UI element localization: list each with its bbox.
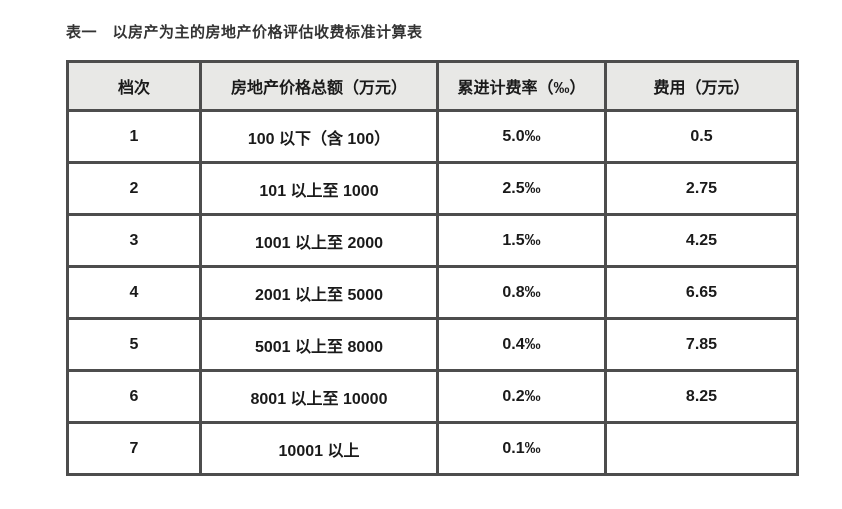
cell-price-range: 100 以下（含 100） [199, 109, 439, 164]
cell-price-range: 1001 以上至 2000 [199, 213, 439, 268]
table-row: 5 5001 以上至 8000 0.4‰ 7.85 [66, 317, 799, 372]
cell-grade: 2 [66, 161, 202, 216]
cell-price-range: 8001 以上至 10000 [199, 369, 439, 424]
column-header-price-range: 房地产价格总额（万元） [199, 60, 439, 112]
cell-fee: 8.25 [604, 369, 799, 424]
table-title: 表一 以房产为主的房地产价格评估收费标准计算表 [66, 24, 423, 41]
table-row: 2 101 以上至 1000 2.5‰ 2.75 [66, 161, 799, 216]
column-header-grade: 档次 [66, 60, 202, 112]
cell-fee: 0.5 [604, 109, 799, 164]
cell-price-range: 10001 以上 [199, 421, 439, 476]
table-row: 3 1001 以上至 2000 1.5‰ 4.25 [66, 213, 799, 268]
fee-standard-table: 档次 房地产价格总额（万元） 累进计费率（‰） 费用（万元） 1 100 以下（… [66, 60, 799, 476]
cell-price-range: 2001 以上至 5000 [199, 265, 439, 320]
cell-rate: 0.2‰ [436, 369, 607, 424]
column-header-rate: 累进计费率（‰） [436, 60, 607, 112]
cell-fee: 7.85 [604, 317, 799, 372]
cell-grade: 6 [66, 369, 202, 424]
page: 表一 以房产为主的房地产价格评估收费标准计算表 档次 房地产价格总额（万元） 累… [66, 24, 799, 476]
cell-grade: 3 [66, 213, 202, 268]
cell-rate: 2.5‰ [436, 161, 607, 216]
cell-rate: 0.8‰ [436, 265, 607, 320]
cell-rate: 0.1‰ [436, 421, 607, 476]
cell-fee: 4.25 [604, 213, 799, 268]
cell-price-range: 5001 以上至 8000 [199, 317, 439, 372]
cell-grade: 1 [66, 109, 202, 164]
cell-rate: 0.4‰ [436, 317, 607, 372]
table-row: 6 8001 以上至 10000 0.2‰ 8.25 [66, 369, 799, 424]
cell-grade: 5 [66, 317, 202, 372]
cell-grade: 4 [66, 265, 202, 320]
cell-grade: 7 [66, 421, 202, 476]
cell-rate: 5.0‰ [436, 109, 607, 164]
cell-fee [604, 421, 799, 476]
table-row: 1 100 以下（含 100） 5.0‰ 0.5 [66, 109, 799, 164]
cell-rate: 1.5‰ [436, 213, 607, 268]
table-header-row: 档次 房地产价格总额（万元） 累进计费率（‰） 费用（万元） [66, 60, 799, 112]
cell-price-range: 101 以上至 1000 [199, 161, 439, 216]
cell-fee: 6.65 [604, 265, 799, 320]
cell-fee: 2.75 [604, 161, 799, 216]
table-row: 7 10001 以上 0.1‰ [66, 421, 799, 476]
column-header-fee: 费用（万元） [604, 60, 799, 112]
table-row: 4 2001 以上至 5000 0.8‰ 6.65 [66, 265, 799, 320]
